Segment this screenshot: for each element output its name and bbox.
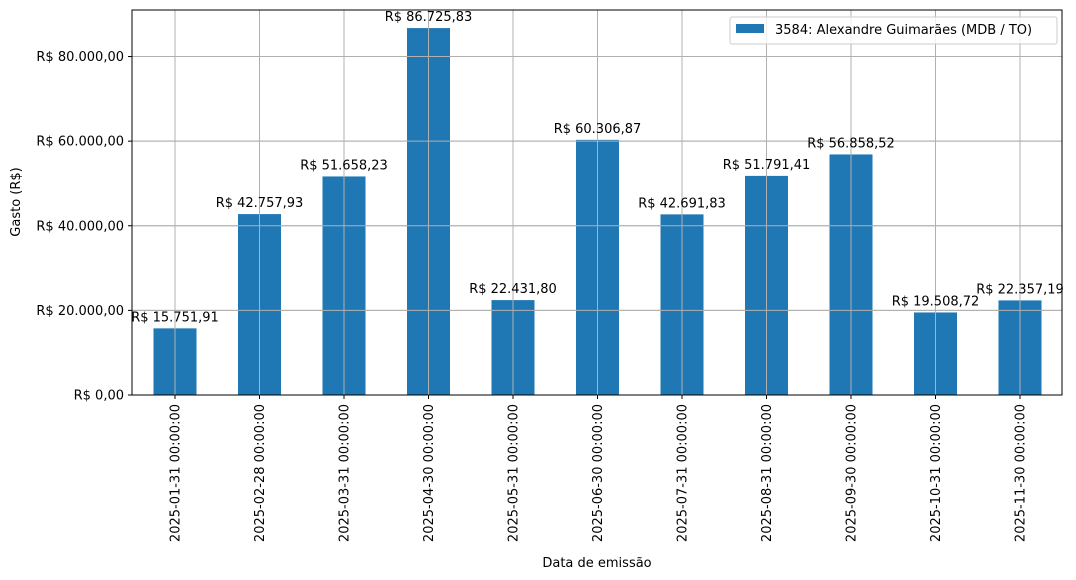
bar-value-label: R$ 22.431,80 (469, 282, 557, 297)
legend-label: 3584: Alexandre Guimarães (MDB / TO) (775, 23, 1032, 38)
y-tick-label: R$ 60.000,00 (36, 135, 124, 150)
y-tick-label: R$ 80.000,00 (36, 50, 124, 65)
y-tick-label: R$ 20.000,00 (36, 304, 124, 319)
x-tick-label: 2025-10-31 00:00:00 (929, 404, 944, 542)
y-axis-label: Gasto (R$) (9, 167, 24, 236)
bar-value-label: R$ 15.751,91 (131, 310, 219, 325)
bar-value-label: R$ 42.757,93 (216, 196, 304, 211)
x-tick-label: 2025-02-28 00:00:00 (253, 404, 268, 542)
bar-value-label: R$ 56.858,52 (807, 136, 895, 151)
y-axis-ticks: R$ 0,00 R$ 20.000,00 R$ 40.000,00 R$ 60.000… (36, 50, 132, 404)
bar-value-label: R$ 22.357,19 (976, 282, 1064, 297)
x-tick-label: 2025-03-31 00:00:00 (338, 404, 353, 542)
legend-swatch-icon (736, 24, 764, 33)
bar-value-label: R$ 51.658,23 (300, 158, 388, 173)
x-tick-label: 2025-06-30 00:00:00 (591, 404, 606, 542)
legend-box (729, 16, 1058, 45)
x-tick-label: 2025-11-30 00:00:00 (1014, 404, 1029, 542)
bar-value-label: R$ 86.725,83 (385, 10, 473, 25)
bar-value-label: R$ 60.306,87 (554, 122, 642, 137)
x-tick-label: 2025-01-31 00:00:00 (169, 404, 184, 542)
x-tick-label: 2025-08-31 00:00:00 (760, 404, 775, 542)
x-axis-ticks: 2025-01-31 00:00:00 2025-02-28 00:00:00 20… (169, 395, 1029, 542)
bar-value-label: R$ 42.691,83 (638, 196, 726, 211)
legend: 3584: Alexandre Guimarães (MDB / TO) (729, 16, 1058, 45)
x-tick-label: 2025-09-30 00:00:00 (845, 404, 860, 542)
bar-value-label: R$ 51.791,41 (723, 158, 811, 173)
x-tick-label: 2025-07-31 00:00:00 (676, 404, 691, 542)
x-tick-label: 2025-04-30 00:00:00 (422, 404, 437, 542)
y-tick-label: R$ 0,00 (74, 389, 124, 404)
x-axis-label: Data de emissão (542, 556, 651, 571)
bar-value-labels: R$ 15.751,91 R$ 42.757,93 R$ 51.658,23 R$ 8… (131, 10, 1064, 325)
y-tick-label: R$ 40.000,00 (36, 219, 124, 234)
bar-value-label: R$ 19.508,72 (892, 294, 980, 309)
x-tick-label: 2025-05-31 00:00:00 (507, 404, 522, 542)
